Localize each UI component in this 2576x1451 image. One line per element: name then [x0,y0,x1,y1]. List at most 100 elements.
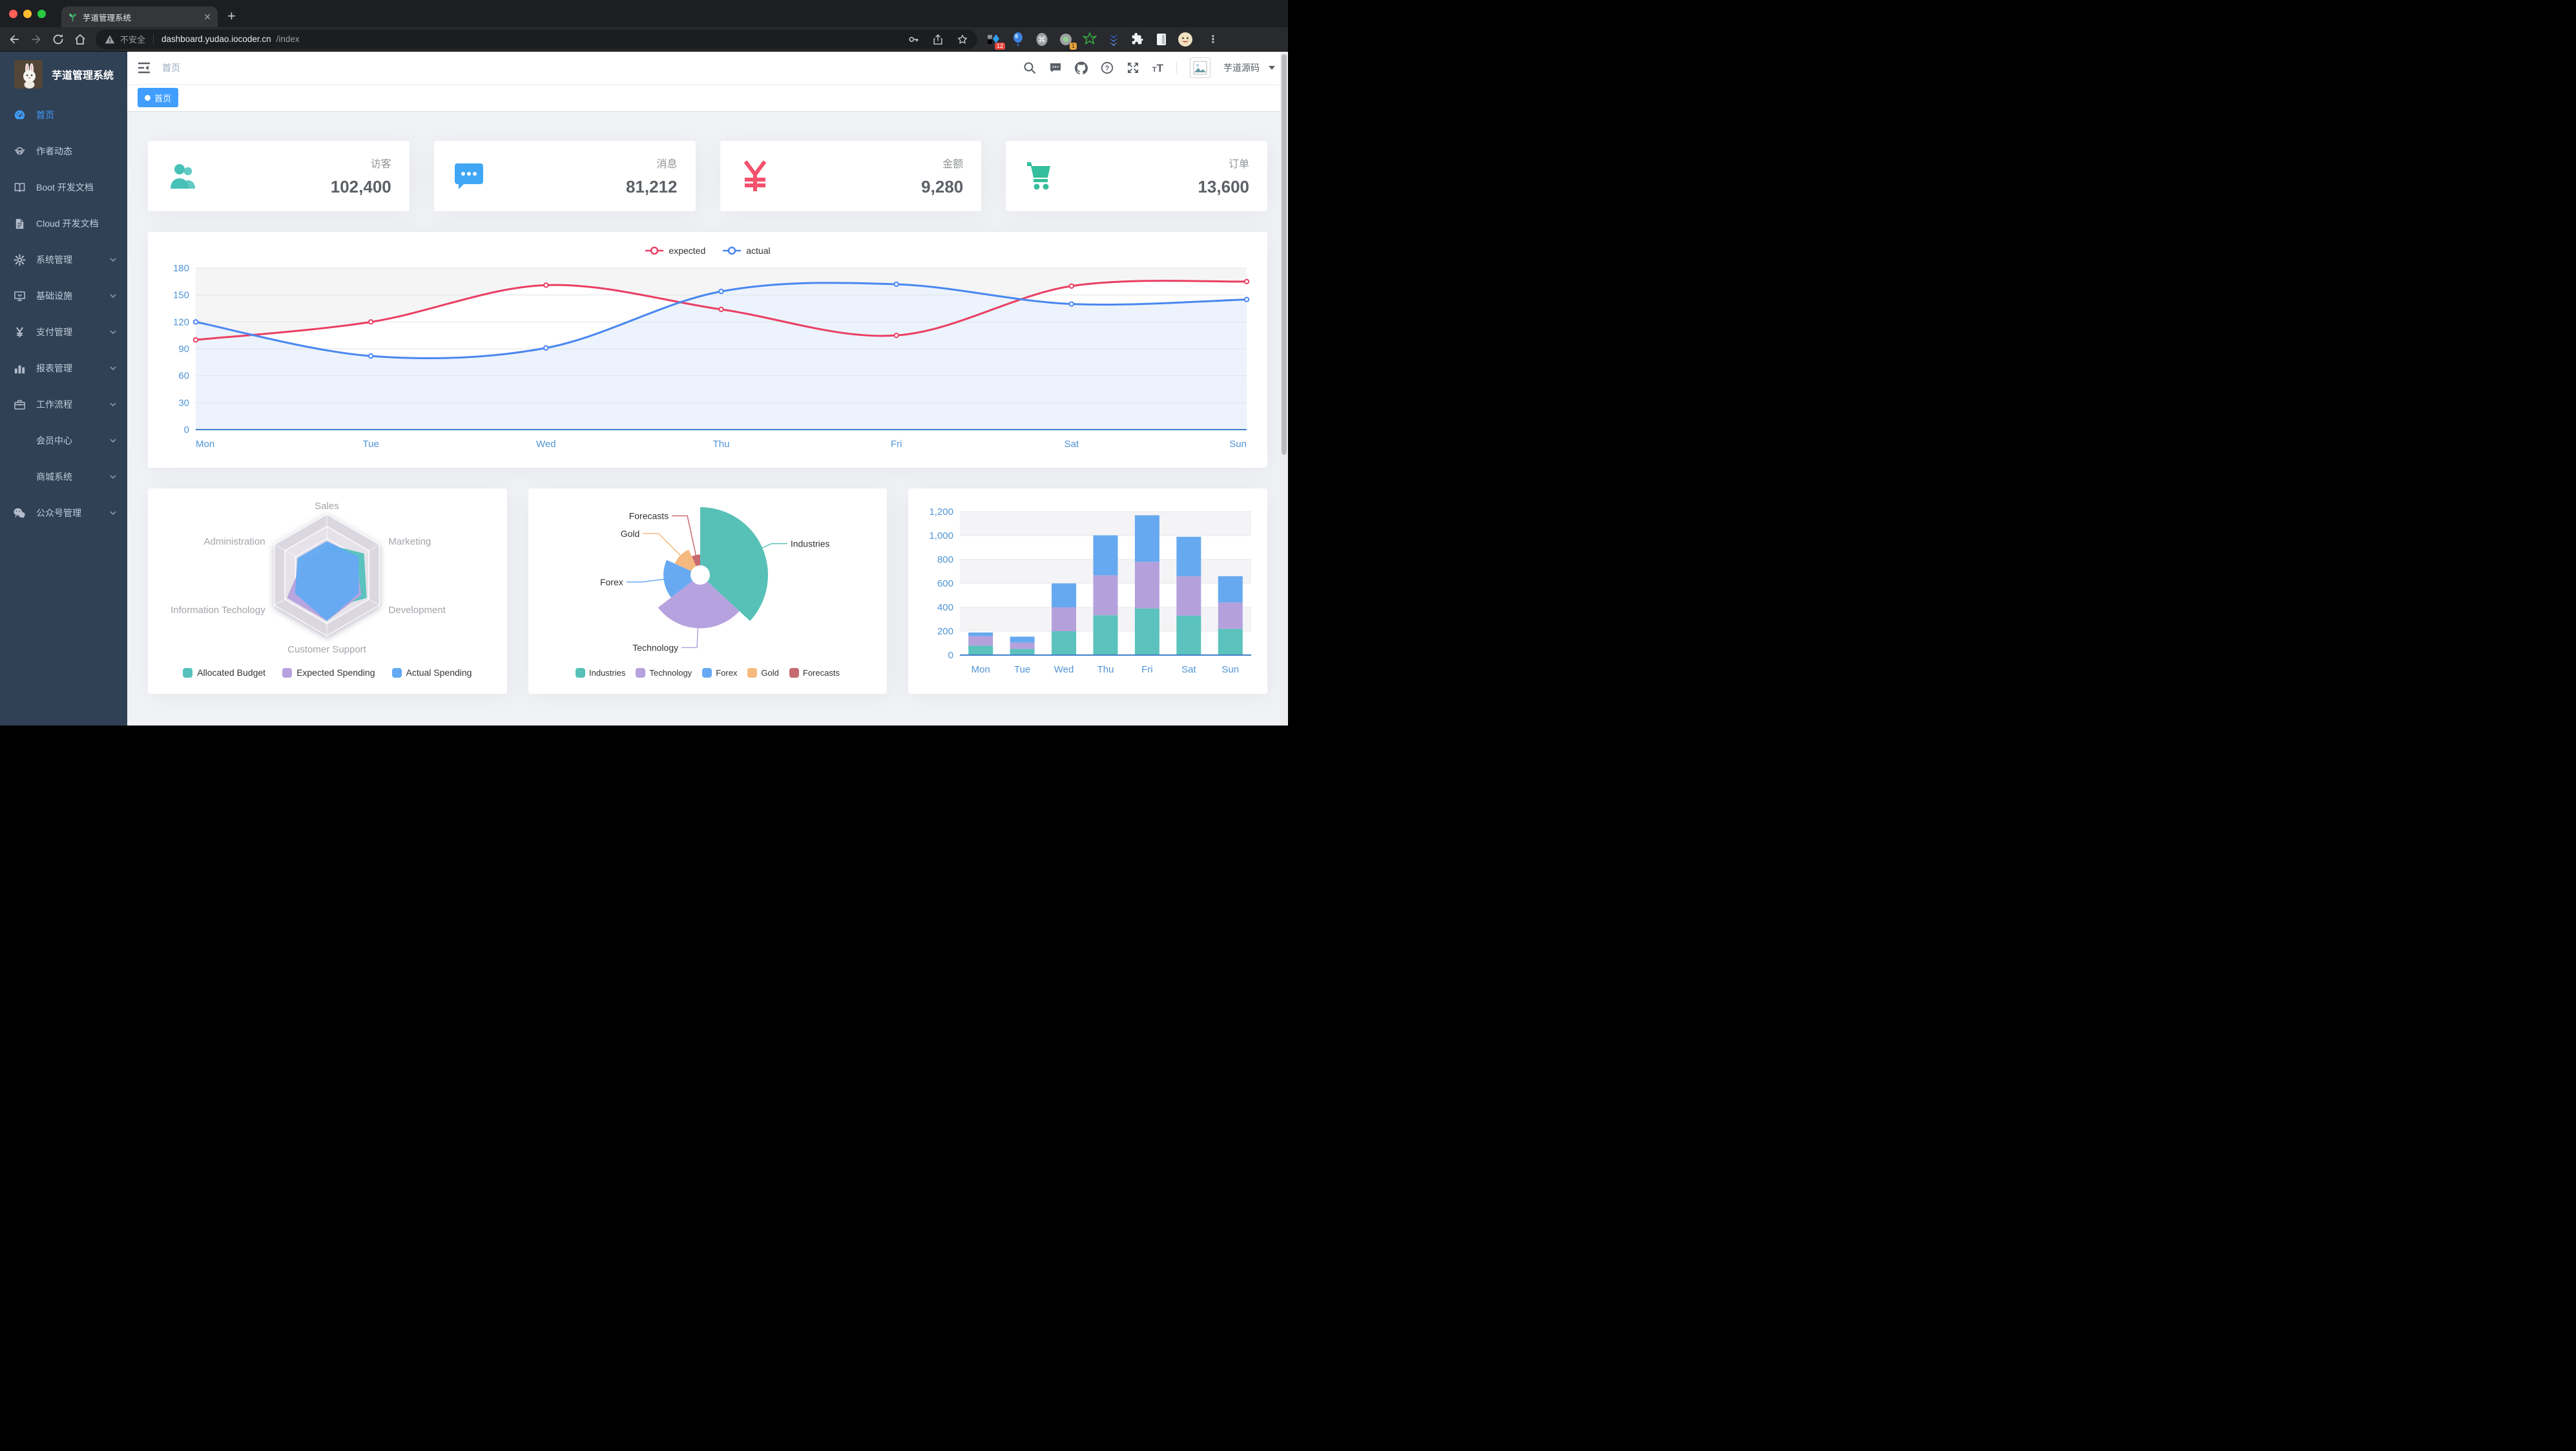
radar-chart[interactable]: Sales Administration Information Techology… [158,499,497,658]
bar-segment-series-a-tue [1010,649,1035,655]
svg-text:?: ? [1105,65,1110,72]
bar-chart-svg: Mon Tue Wed Thu Fri Sat Sun 0 200 400 600 800 1,000 1… [930,506,1252,675]
page-scrollbar[interactable] [1280,52,1288,725]
sidebar-item-cloud-docs[interactable]: Cloud 开发文档 [0,205,127,242]
legend-item-allocated-budget[interactable]: Allocated Budget [183,667,265,678]
extension-badge: 12 [994,42,1005,50]
sidebar-menu: 首页 作者动态 Boot 开发文档 Cloud 开发文档 系统管理 基础设施 支付管理 报表管… [0,97,127,531]
bar-segment-series-c-thu [1093,535,1118,576]
extensions-puzzle-icon[interactable] [1130,32,1145,47]
fullscreen-icon[interactable] [1127,61,1139,74]
extension-tag-manager-icon[interactable]: 12 [986,32,1005,50]
close-window-button[interactable] [9,10,17,18]
username[interactable]: 芋道源码 [1223,63,1260,73]
forward-icon[interactable] [30,33,43,46]
browser-tab[interactable]: 芋道管理系统 ✕ [61,6,218,27]
legend-item-technology[interactable]: Technology [636,667,692,678]
line-chart-legend: expected actual [158,242,1257,259]
extension-recorder-icon[interactable]: 1 [1058,32,1077,50]
logo-row[interactable]: 芋道管理系统 [0,52,127,97]
svg-text:30: 30 [178,397,189,408]
legend-marker [645,246,664,255]
legend-item-gold[interactable]: Gold [747,667,779,678]
legend-item-forex[interactable]: Forex [702,667,737,678]
bar-segment-series-a-mon [968,645,993,655]
stat-value: 81,212 [625,177,678,196]
collapse-sidebar-hamburger-icon[interactable] [138,62,151,74]
bar-chart[interactable]: Mon Tue Wed Thu Fri Sat Sun 0 200 400 600 800 1,000 1… [919,499,1257,684]
search-icon[interactable] [1023,61,1036,74]
stat-card-visitors[interactable]: 访客 102,400 [148,141,410,211]
sidebar-item-author-feed[interactable]: 作者动态 [0,133,127,169]
legend-label: Forecasts [802,667,840,678]
sidebar-item-workflow[interactable]: 工作流程 [0,386,127,423]
legend-item-forecasts[interactable]: Forecasts [789,667,840,678]
zoom-window-button[interactable] [37,10,46,18]
extension-sidebar-icon[interactable] [1154,32,1169,47]
svg-text:Sun: Sun [1222,664,1240,675]
sidebar-item-member-center[interactable]: 会员中心 [0,423,127,459]
legend-item-actual-spending[interactable]: Actual Spending [391,667,472,678]
browser-menu-kebab-icon[interactable]: ⋮ [1208,34,1218,45]
sidebar-item-label: 工作流程 [36,399,72,410]
svg-text:200: 200 [937,626,953,637]
svg-text:Industries: Industries [791,538,830,548]
extension-green-star-icon[interactable] [1082,32,1097,47]
legend-item-industries[interactable]: Industries [576,667,625,678]
tab-close-icon[interactable]: ✕ [203,12,211,22]
scrollbar-thumb[interactable] [1282,54,1287,455]
back-icon[interactable] [8,33,21,46]
sidebar-item-boot-docs[interactable]: Boot 开发文档 [0,169,127,205]
stats-row: 访客 102,400 消息 81,212 金额 9,280 订单 13,600 [148,141,1267,211]
profile-avatar[interactable] [1178,32,1193,47]
app-title: 芋道管理系统 [52,70,114,81]
legend-swatch [183,667,193,678]
chevron-down-icon [109,473,117,481]
legend-label: Expected Spending [296,667,375,678]
stat-value: 13,600 [1198,177,1249,196]
pie-slice-forecasts [691,554,700,567]
sidebar-item-mall-system[interactable]: 商城系统 [0,459,127,495]
bookmark-star-icon[interactable] [957,34,968,45]
pie-slice-forex [663,559,692,598]
minimize-window-button[interactable] [23,10,32,18]
share-icon[interactable] [932,34,944,45]
help-icon[interactable]: ? [1101,61,1114,74]
stat-card-orders[interactable]: 订单 13,600 [1006,141,1267,211]
legend-item-expected[interactable]: expected [645,245,705,256]
message-icon[interactable] [1049,61,1062,74]
user-avatar-broken-image[interactable] [1190,57,1210,78]
pie-chart-panel: Industries Technology Forex Gold Forecasts I… [528,488,888,694]
extension-chevrons-icon[interactable] [1106,32,1121,47]
sidebar-item-home[interactable]: 首页 [0,97,127,133]
screen: 芋道管理系统 ✕ + 不安全 [0,0,1288,725]
sidebar-item-report-management[interactable]: 报表管理 [0,350,127,386]
reload-icon[interactable] [52,33,65,46]
sidebar-item-payment-management[interactable]: 支付管理 [0,314,127,350]
pie-slice-gold [674,549,696,571]
pie-chart[interactable]: Industries Technology Forex Gold Forecasts [539,499,877,658]
bar-segment-series-b-mon [968,636,993,646]
stat-card-messages[interactable]: 消息 81,212 [433,141,696,211]
tag-home[interactable]: 首页 [138,88,179,107]
sidebar-item-system-management[interactable]: 系统管理 [0,242,127,278]
legend-item-expected-spending[interactable]: Expected Spending [282,667,375,678]
radar-chart-svg: Sales Administration Information Techology… [171,501,446,655]
chevron-down-icon [109,437,117,444]
address-bar[interactable]: 不安全 dashboard.yudao.iocoder.cn/index [96,29,977,49]
stat-card-amount[interactable]: 金额 9,280 [720,141,982,211]
home-icon[interactable] [74,33,87,46]
font-size-icon[interactable]: TT [1152,61,1163,74]
sidebar-item-infrastructure[interactable]: 基础设施 [0,278,127,314]
github-icon[interactable] [1074,61,1088,74]
bar-chart-panel: Mon Tue Wed Thu Fri Sat Sun 0 200 400 600 800 1,000 1… [908,488,1268,694]
extension-balloon-icon[interactable] [1010,32,1026,47]
chevron-down-icon[interactable] [1269,66,1275,70]
password-key-icon[interactable] [908,34,919,45]
legend-item-actual[interactable]: actual [722,245,771,256]
extension-command-icon[interactable]: ⌘ [1034,32,1050,47]
sidebar-item-wechat-management[interactable]: 公众号管理 [0,495,127,531]
line-chart[interactable]: 0 30 60 90 120 150 180 Mon Tue Wed Thu Fri Sat Sun [158,259,1257,455]
legend-marker [722,246,742,255]
new-tab-button[interactable]: + [227,8,236,24]
